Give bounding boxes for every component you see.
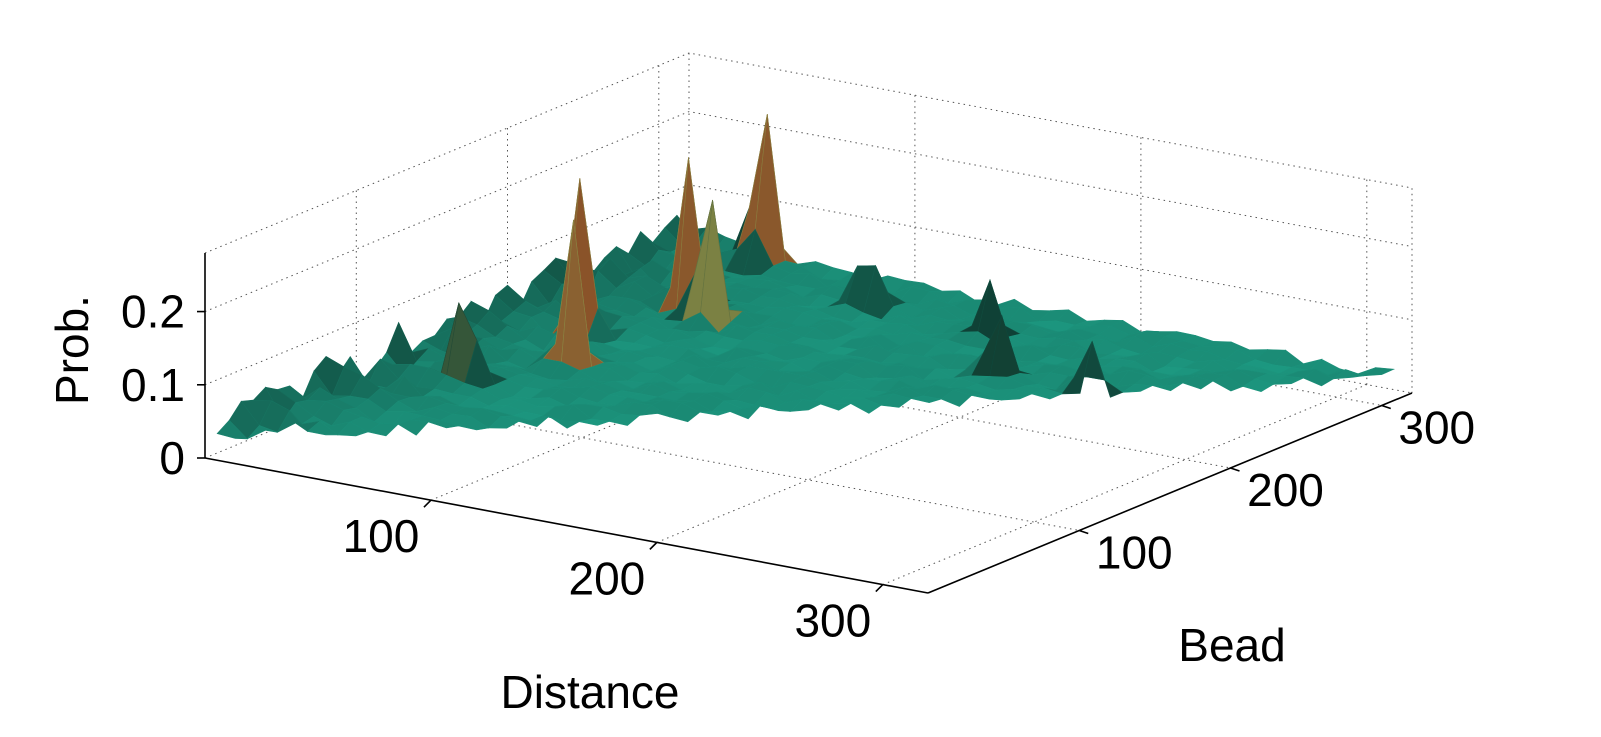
axes [204, 253, 1413, 594]
y-axis-label: Bead [1178, 619, 1285, 671]
surface-patch [1181, 375, 1214, 390]
z-tick-label: 0 [159, 432, 185, 484]
x-axis-label: Distance [501, 666, 680, 718]
surface-patch [760, 405, 791, 412]
y-tick [1381, 404, 1392, 410]
surface-patch [337, 421, 369, 437]
z-axis-label: Prob. [46, 295, 98, 405]
surface-patch [638, 404, 670, 418]
x-tick-label: 300 [794, 595, 871, 647]
surface-patch [789, 398, 822, 412]
surface-patch [850, 397, 882, 414]
y-tick-label: 200 [1247, 464, 1324, 516]
surface-patch [1332, 369, 1364, 380]
surface-patch [548, 416, 581, 429]
surface-patch [487, 416, 520, 429]
surface-patch [820, 403, 852, 411]
surface-patch [1152, 382, 1183, 392]
surface-patch [1212, 374, 1244, 392]
z-tick-label: 0.1 [121, 359, 185, 411]
surface-patch [1272, 375, 1305, 385]
surface-patch [1091, 341, 1123, 398]
surface-patch [971, 393, 1002, 401]
x-tick-label: 100 [343, 510, 420, 562]
y-tick-label: 300 [1398, 402, 1475, 454]
surface-patch [699, 411, 731, 416]
surface-patch [457, 416, 490, 431]
x-tick-label: 200 [569, 552, 646, 604]
surface-patch [579, 418, 610, 426]
surface-patch [276, 410, 308, 434]
surface-patch [880, 393, 912, 408]
surface-patch [1000, 388, 1033, 401]
surface-patch [608, 413, 641, 426]
surface-patch [1121, 383, 1154, 393]
surface-patch [1302, 368, 1335, 387]
z-tick-label: 0.2 [121, 286, 185, 338]
surface-patch [729, 405, 762, 420]
grid-line-z [204, 111, 1413, 313]
surface-patch [1030, 387, 1063, 400]
surface-patch [428, 419, 459, 429]
surface-patch [518, 416, 550, 428]
y-tick [1230, 467, 1240, 472]
y-tick [1078, 529, 1089, 535]
x-tick [423, 499, 432, 508]
surface-patch [367, 423, 399, 437]
surface-patch [669, 402, 701, 423]
surface-patch [306, 420, 339, 436]
surface-patch [911, 395, 942, 404]
x-tick [649, 541, 658, 550]
surface-patch [1242, 378, 1274, 393]
surface-patch [1362, 367, 1396, 377]
surface-patch [1061, 341, 1093, 395]
surface-patch [216, 419, 249, 440]
surface-patch [940, 389, 973, 407]
x-axis-line [204, 457, 929, 594]
y-axis-line [927, 392, 1413, 594]
y-tick-label: 100 [1096, 527, 1173, 579]
surface-plot [216, 114, 1396, 440]
surface-patch [397, 419, 429, 436]
surface-patch [247, 425, 278, 440]
x-tick [875, 583, 884, 593]
ticks: 100 200 300 100 200 300 0 0.1 0.2 [121, 286, 1475, 647]
grid-wall-top [204, 52, 1413, 393]
